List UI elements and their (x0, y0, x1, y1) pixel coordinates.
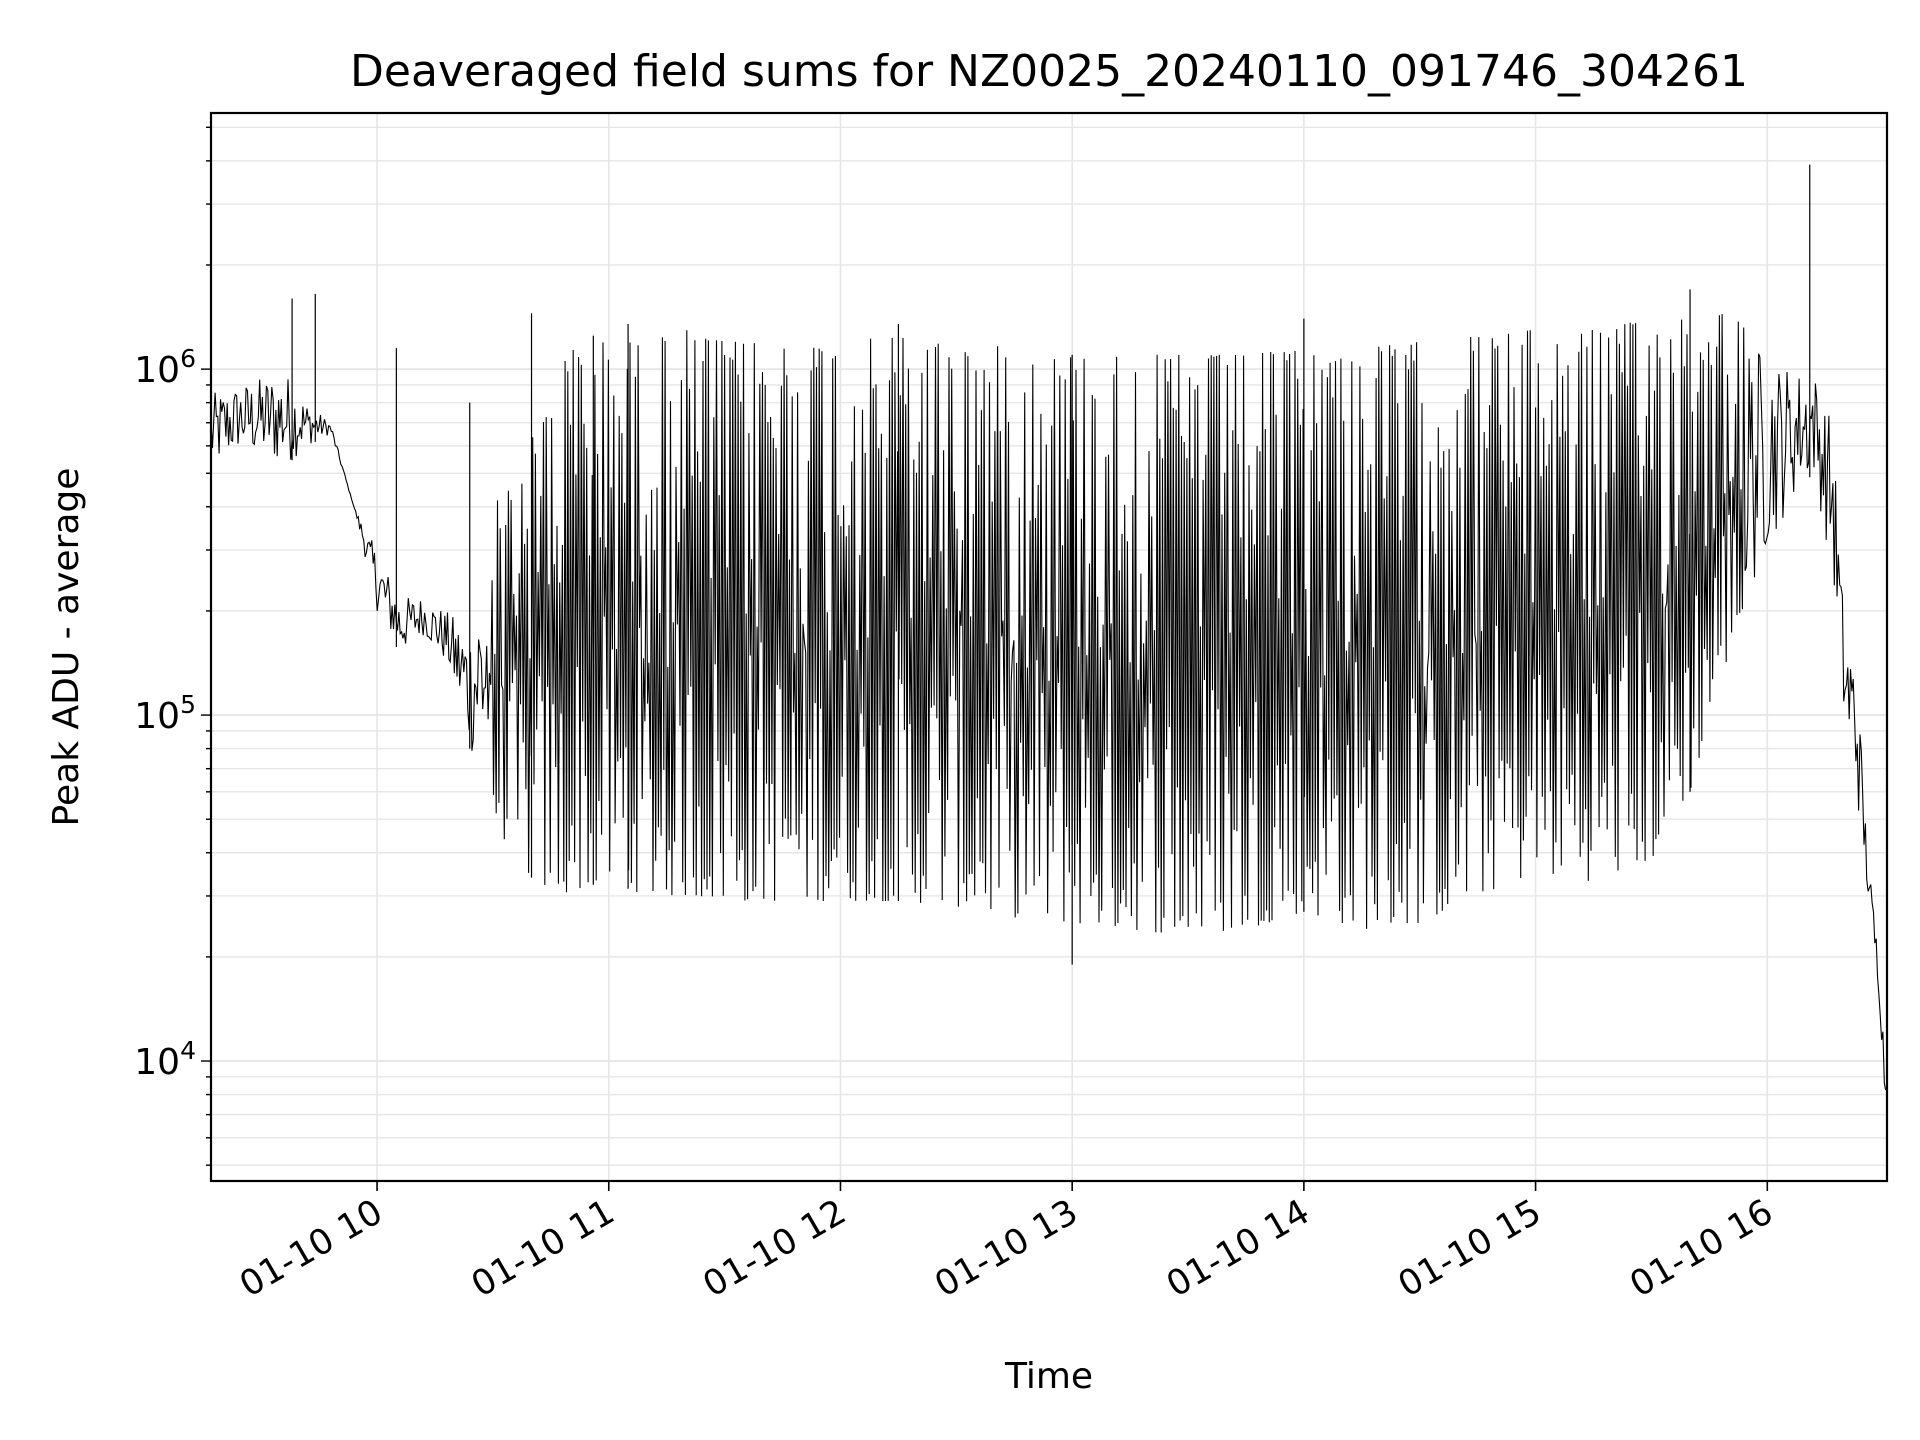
series-line (210, 313, 1887, 1091)
series (210, 164, 1887, 1091)
y-tick-label: 104 (134, 1036, 196, 1083)
y-tick-label: 106 (134, 344, 196, 391)
y-axis-label: Peak ADU - average (46, 468, 87, 827)
x-axis-label: Time (1004, 1356, 1093, 1397)
chart-title: Deaveraged field sums for NZ0025_2024011… (350, 46, 1748, 97)
y-tick-label: 105 (134, 690, 196, 737)
plot-frame (209, 111, 1889, 1183)
